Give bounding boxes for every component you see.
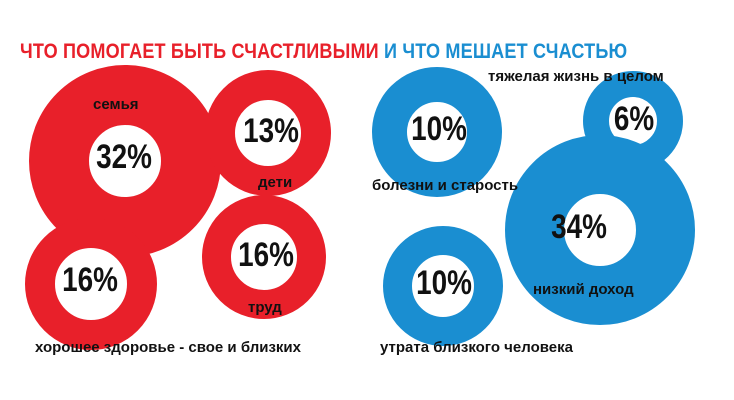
value-label-1-2: 34%: [551, 207, 607, 245]
value-label-0-0: 32%: [96, 137, 152, 175]
title-hinders: И ЧТО МЕШАЕТ СЧАСТЬЮ: [384, 40, 628, 63]
value-label-0-1: 13%: [243, 111, 299, 149]
value-label-0-3: 16%: [238, 235, 294, 273]
bubble-1-0: [372, 67, 502, 197]
category-label-1-1: тяжелая жизнь в целом: [488, 68, 664, 85]
title-helps: ЧТО ПОМОГАЕТ БЫТЬ СЧАСТЛИВЫМИ: [20, 40, 379, 63]
category-label-0-1: дети: [258, 174, 292, 191]
bubble-0-1: [205, 70, 331, 196]
bubble-0-2: [25, 218, 157, 350]
category-label-1-2: низкий доход: [533, 281, 634, 298]
category-label-0-0: семья: [93, 96, 139, 113]
bubble-0-0: [29, 65, 221, 257]
value-label-0-2: 16%: [62, 260, 118, 298]
bubble-1-2: [505, 135, 695, 325]
value-label-1-1: 6%: [614, 99, 654, 137]
value-label-1-0: 10%: [411, 109, 467, 147]
category-label-1-3: утрата близкого человека: [380, 339, 574, 356]
chart-title: ЧТО ПОМОГАЕТ БЫТЬ СЧАСТЛИВЫМИ И ЧТО МЕША…: [20, 40, 627, 64]
category-label-1-0: болезни и старость: [372, 177, 518, 194]
category-label-0-2: хорошее здоровье - свое и близких: [35, 339, 302, 356]
bubble-1-3: [383, 226, 503, 346]
value-label-1-3: 10%: [416, 263, 472, 301]
category-label-0-3: труд: [248, 299, 282, 316]
bubble-0-3: [202, 195, 326, 319]
